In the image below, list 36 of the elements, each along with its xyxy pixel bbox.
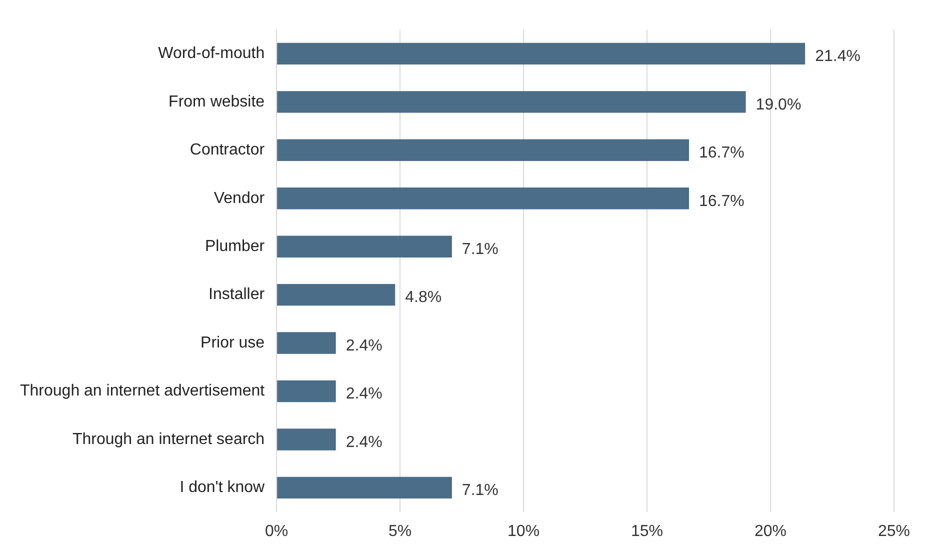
data-label: 19.0% <box>756 96 802 114</box>
x-tick-label: 25% <box>878 522 910 540</box>
y-tick-label: Contractor <box>190 142 266 159</box>
bar <box>277 332 336 354</box>
bar <box>277 380 336 402</box>
data-label: 7.1% <box>462 482 498 500</box>
x-tick-label: 10% <box>508 522 540 540</box>
bar <box>277 284 396 306</box>
x-tick-label: 20% <box>754 522 787 540</box>
data-label: 21.4% <box>815 48 860 66</box>
data-label: 4.8% <box>405 289 442 306</box>
bar <box>277 188 690 210</box>
data-label: 16.7% <box>699 192 744 210</box>
y-tick-label: Plumber <box>205 238 266 255</box>
x-tick-label: 15% <box>631 522 664 540</box>
y-tick-label: From website <box>168 93 265 110</box>
y-tick-label: Word-of-mouth <box>158 45 265 62</box>
bar <box>277 476 452 499</box>
data-label: 2.4% <box>346 337 382 354</box>
y-tick-label: Installer <box>208 286 266 304</box>
bar <box>277 42 806 65</box>
x-tick-label: 5% <box>388 522 412 540</box>
y-tick-label: Through an internet advertisement <box>20 382 266 400</box>
bar <box>277 91 746 113</box>
x-tick-label: 0% <box>265 522 288 540</box>
bar <box>277 428 336 450</box>
y-tick-label: Through an internet search <box>72 430 265 448</box>
data-label: 7.1% <box>462 240 498 258</box>
bar <box>277 236 452 258</box>
data-label: 2.4% <box>346 434 382 451</box>
data-label: 16.7% <box>699 144 744 162</box>
y-tick-label: Vendor <box>214 190 266 207</box>
data-label: 2.4% <box>346 386 382 403</box>
bar <box>277 139 690 161</box>
y-tick-label: Prior use <box>200 334 265 352</box>
y-tick-label: I don't know <box>180 479 266 496</box>
